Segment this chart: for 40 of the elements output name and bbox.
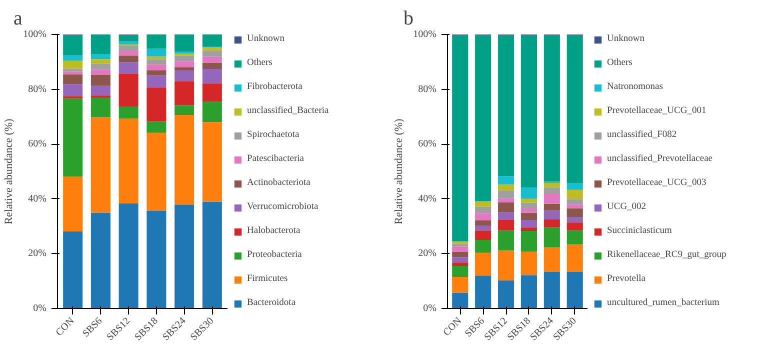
legend-label: Succiniclasticum xyxy=(607,226,672,236)
y-tick-label: 100% xyxy=(23,29,47,40)
legend-label: Patescibacteria xyxy=(247,154,304,164)
legend-label: Bacteroidota xyxy=(247,298,296,308)
y-tick-label: 60% xyxy=(418,138,437,150)
legend-label: Spirochaetota xyxy=(247,130,300,140)
legend-label: unclassified_F082 xyxy=(607,130,677,140)
legend-label: Others xyxy=(607,58,632,68)
y-axis-title: Relative abundance (%) xyxy=(3,118,16,224)
y-tick-label: 20% xyxy=(418,248,437,260)
legend-label: uncultured_rumen_bacterium xyxy=(607,298,720,308)
legend-label: Verrucomicrobiota xyxy=(247,202,318,212)
legend-label: unclassified_Prevotellaceae xyxy=(607,154,713,164)
legend-label: Rikenellaceae_RC9_gut_group xyxy=(607,250,726,260)
legend-label: Proteobacteria xyxy=(247,250,302,260)
y-tick-label: 80% xyxy=(28,84,47,95)
legend-label: unclassified_Bacteria xyxy=(247,106,329,116)
legend-label: Others xyxy=(247,58,272,68)
legend-label: Unknown xyxy=(247,34,284,44)
y-tick-label: 20% xyxy=(28,248,47,260)
legend-label: Unknown xyxy=(607,34,644,44)
y-tick-label: 40% xyxy=(28,193,47,204)
legend-label: Prevotellaceae_UCG_003 xyxy=(607,178,706,188)
legend-label: Firmicutes xyxy=(247,274,288,284)
y-axis-title: Relative abundance (%) xyxy=(393,118,406,224)
legend-label: Natronomonas xyxy=(607,82,663,92)
legend-label: Prevotella xyxy=(607,274,646,284)
y-tick-label: 60% xyxy=(28,138,47,150)
y-tick-label: 0% xyxy=(33,303,47,314)
legend-label: Prevotellaceae_UCG_001 xyxy=(607,106,706,116)
chart-title: b xyxy=(404,8,414,30)
y-tick-label: 100% xyxy=(413,29,437,40)
legend-label: Fibrobacterota xyxy=(247,82,302,92)
legend-label: Halobacterota xyxy=(247,226,300,236)
legend-label: Actinobacteriota xyxy=(247,178,310,188)
y-tick-label: 40% xyxy=(418,193,437,204)
chart-title: a xyxy=(14,8,22,30)
legend-label: UCG_002 xyxy=(607,202,646,212)
y-tick-label: 80% xyxy=(418,84,437,95)
y-tick-label: 0% xyxy=(423,303,437,314)
